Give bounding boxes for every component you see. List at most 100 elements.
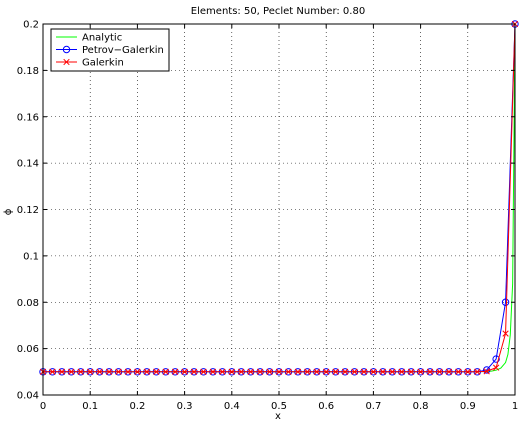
- data-point-galerkin: [370, 368, 377, 375]
- data-point-galerkin-stroke-b: [256, 368, 264, 375]
- data-point-galerkin-stroke-b: [370, 368, 377, 375]
- data-point-galerkin: [313, 368, 320, 375]
- data-point-galerkin-stroke-b: [162, 368, 169, 375]
- data-point-galerkin-stroke-b: [341, 368, 349, 375]
- x-tick-labels: 0 0.1 0.2 0.3 0.4 0.5 0.6 0.7 0.8 0.9 1: [40, 401, 518, 412]
- data-point-galerkin-stroke-b: [389, 368, 396, 375]
- y-tick-labels: 0.04 0.06 0.08 0.1 0.12 0.14 0.16 0.18 0.2: [17, 20, 39, 402]
- data-point-galerkin: [464, 368, 471, 375]
- data-point-galerkin: [417, 368, 424, 375]
- data-point-galerkin-stroke-b: [96, 368, 103, 375]
- legend-entry-galerkin: Galerkin: [56, 58, 124, 69]
- data-point-galerkin-stroke-b: [483, 368, 490, 375]
- data-point-galerkin-stroke-b: [58, 368, 66, 375]
- data-point-galerkin-stroke-b: [134, 368, 141, 375]
- data-point-galerkin: [87, 368, 94, 375]
- grid-lines: [43, 24, 515, 395]
- data-point-galerkin-stroke-b: [464, 368, 471, 375]
- series-galerkin: [39, 20, 519, 375]
- legend-label-analytic: Analytic: [82, 33, 122, 44]
- data-point-galerkin-stroke-b: [502, 330, 509, 337]
- data-point-galerkin: [143, 368, 150, 375]
- data-point-galerkin: [408, 368, 415, 375]
- data-point-galerkin: [275, 368, 283, 375]
- data-point-galerkin-stroke-b: [124, 368, 132, 375]
- data-point-galerkin: [256, 368, 264, 375]
- data-point-galerkin-stroke-b: [266, 368, 273, 375]
- data-point-galerkin: [228, 368, 235, 375]
- data-point-galerkin: [426, 368, 434, 375]
- y-tick-label: 0.08: [17, 298, 39, 309]
- data-point-galerkin: [58, 368, 66, 375]
- x-tick-label: 0.5: [271, 401, 287, 412]
- x-tick-label: 0.3: [177, 401, 193, 412]
- y-tick-label: 0.2: [23, 20, 39, 31]
- x-tick-label: 0.4: [224, 401, 240, 412]
- data-point-galerkin: [96, 368, 103, 375]
- data-point-galerkin: [266, 368, 273, 375]
- legend-marker-galerkin: [63, 58, 70, 66]
- data-point-galerkin: [341, 368, 349, 375]
- legend-label-galerkin: Galerkin: [82, 58, 124, 69]
- y-tick-label: 0.1: [23, 251, 39, 262]
- x-tick-label: 0.2: [129, 401, 145, 412]
- data-point-galerkin-stroke-b: [426, 368, 434, 375]
- data-point-galerkin: [332, 368, 339, 375]
- data-point-galerkin: [323, 368, 330, 375]
- data-point-galerkin-stroke-b: [49, 368, 56, 375]
- x-tick-label: 0.9: [460, 401, 476, 412]
- data-point-galerkin-stroke-b: [332, 368, 339, 375]
- data-point-galerkin-stroke-b: [313, 368, 320, 375]
- data-point-galerkin-stroke-b: [181, 368, 188, 375]
- series-layer: [39, 20, 519, 376]
- data-point-galerkin: [285, 368, 292, 375]
- data-point-galerkin: [238, 368, 245, 375]
- y-tick-label: 0.12: [17, 205, 39, 216]
- data-point-galerkin: [77, 368, 84, 375]
- data-point-galerkin-stroke-b: [68, 368, 75, 375]
- data-point-galerkin-stroke-b: [115, 368, 122, 375]
- data-point-galerkin: [105, 368, 113, 375]
- data-point-galerkin: [445, 368, 453, 375]
- data-point-galerkin: [49, 368, 56, 375]
- data-point-galerkin-stroke-b: [77, 368, 84, 375]
- data-point-galerkin-stroke-b: [455, 368, 462, 375]
- data-point-galerkin: [379, 368, 386, 375]
- data-point-galerkin-stroke-b: [417, 368, 424, 375]
- data-point-galerkin: [398, 368, 405, 375]
- data-point-galerkin: [209, 368, 217, 375]
- axis-ticks: [42, 23, 516, 396]
- legend-entry-analytic: Analytic: [56, 33, 122, 44]
- data-point-petrov-galerkin: [492, 355, 500, 363]
- legend-marker-galerkin-stroke-b: [63, 58, 70, 66]
- data-point-galerkin-stroke-b: [247, 368, 254, 375]
- data-point-galerkin: [436, 368, 443, 375]
- data-point-galerkin-stroke-b: [143, 368, 150, 375]
- y-tick-label: 0.14: [17, 159, 39, 170]
- data-point-galerkin-stroke-b: [351, 368, 358, 375]
- data-point-galerkin-stroke-b: [219, 368, 226, 375]
- data-point-galerkin-stroke-b: [153, 368, 160, 375]
- data-point-galerkin-stroke-b: [436, 368, 443, 375]
- data-point-galerkin: [360, 368, 368, 375]
- data-point-galerkin-stroke-b: [445, 368, 453, 375]
- x-tick-label: 0.7: [365, 401, 381, 412]
- data-point-galerkin: [304, 368, 311, 375]
- data-point-galerkin-stroke-b: [275, 368, 283, 375]
- data-point-petrov-galerkin: [501, 298, 510, 306]
- chart-title: Elements: 50, Peclet Number: 0.80: [191, 6, 365, 17]
- data-point-galerkin: [247, 368, 254, 375]
- legend-label-petrov-galerkin: Petrov−Galerkin: [82, 45, 164, 56]
- data-point-galerkin-stroke-b: [398, 368, 405, 375]
- data-point-galerkin: [190, 368, 198, 375]
- data-point-galerkin: [134, 368, 141, 375]
- data-point-galerkin: [153, 368, 160, 375]
- x-tick-label: 0: [40, 401, 46, 412]
- y-tick-label: 0.04: [17, 391, 39, 402]
- data-point-galerkin-stroke-b: [209, 368, 217, 375]
- data-point-galerkin-stroke-b: [105, 368, 113, 375]
- data-point-galerkin: [502, 330, 509, 337]
- data-point-galerkin-stroke-b: [190, 368, 198, 375]
- data-point-galerkin: [162, 368, 169, 375]
- data-point-galerkin: [474, 368, 481, 375]
